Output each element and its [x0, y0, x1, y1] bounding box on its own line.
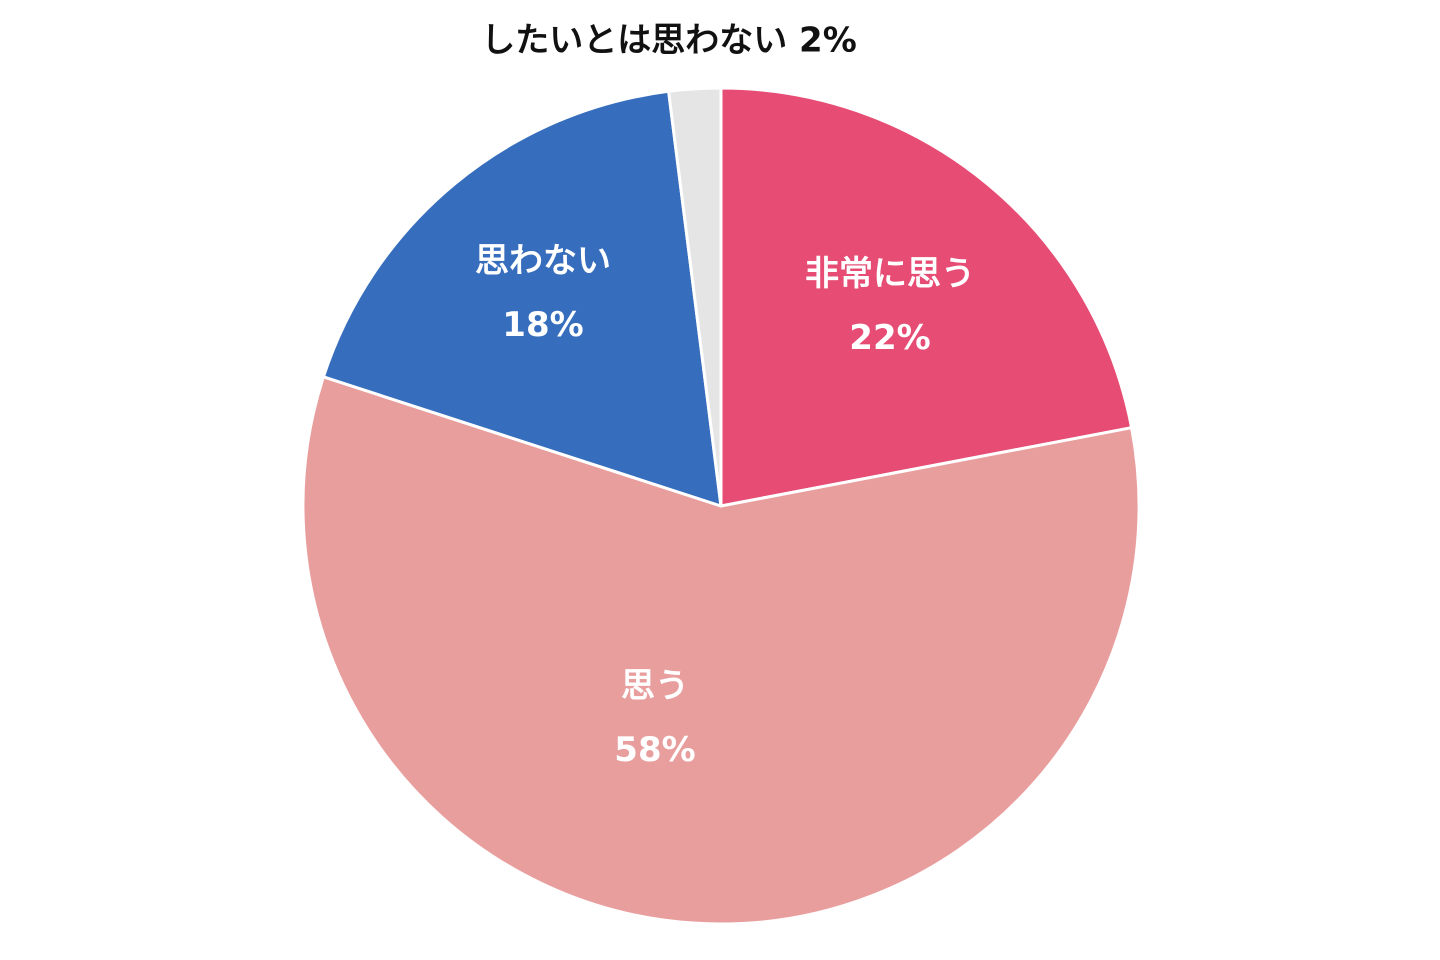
- slice-value-not-think: 18%: [502, 305, 583, 345]
- pie-labels: 非常に思う 22% 思う 58% 思わない 18% したいとは思わない 2%: [475, 21, 975, 771]
- slice-value-very-much: 22%: [849, 318, 930, 358]
- pie-slices: [301, 86, 1141, 926]
- pie-slice-not-think: [321, 89, 723, 508]
- pie-slice-very-much: [719, 86, 1134, 508]
- pie-slice-think-so: [301, 375, 1141, 926]
- pie-slice-not-want: [667, 86, 723, 508]
- slice-label-not-want: したいとは思わない 2%: [481, 21, 857, 61]
- slice-label-think-so: 思う: [621, 666, 689, 706]
- slice-label-not-think: 思わない: [475, 241, 611, 281]
- slice-value-think-so: 58%: [614, 730, 695, 770]
- slice-label-very-much: 非常に思う: [805, 254, 975, 294]
